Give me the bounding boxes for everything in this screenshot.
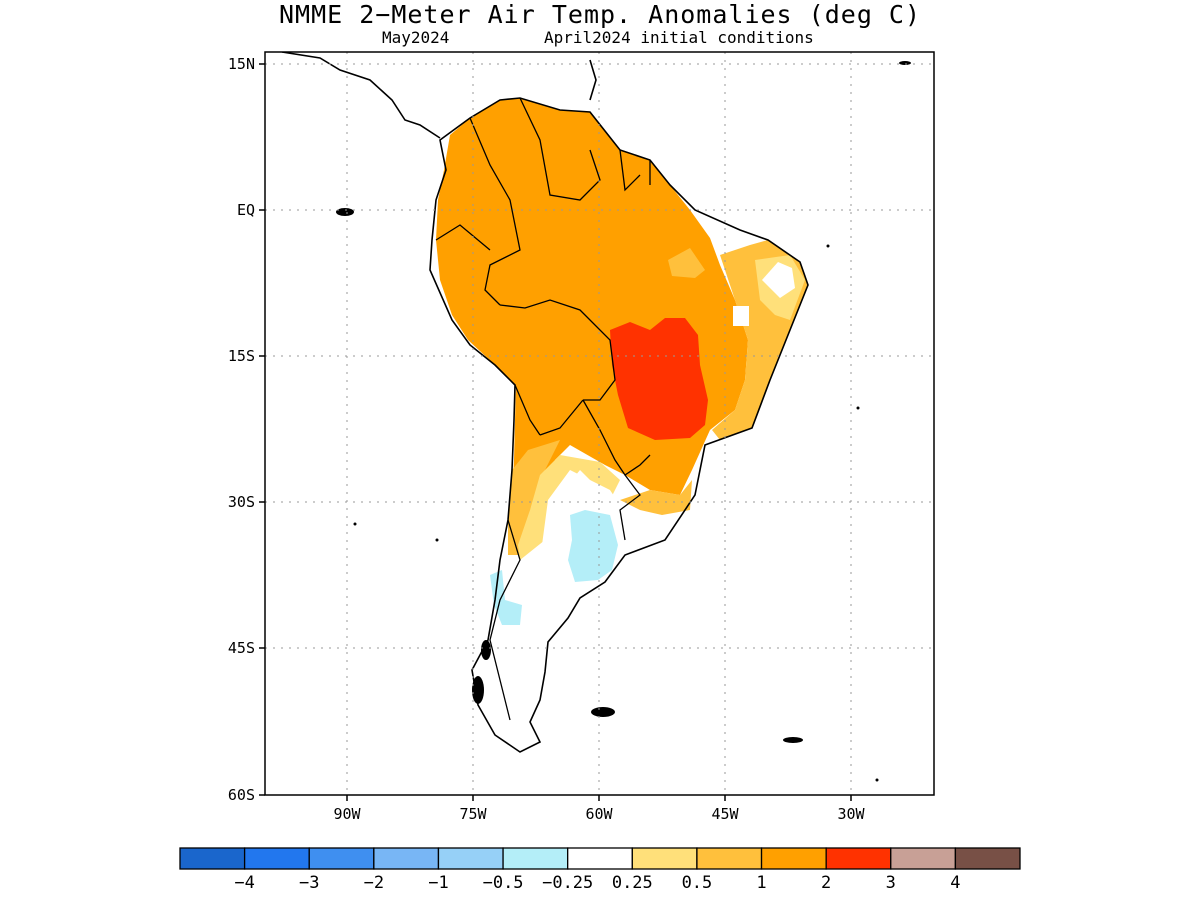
colorbar-swatch <box>825 847 892 870</box>
country-borders <box>435 97 651 721</box>
lat-label: 15S <box>228 347 255 365</box>
colorbar <box>179 847 1021 870</box>
neutral-pixel <box>733 306 749 326</box>
initial-conditions: April2024 initial conditions <box>544 28 814 47</box>
subtitle-row: May2024 April2024 initial conditions <box>0 28 1200 48</box>
lon-label: 90W <box>333 805 361 823</box>
anomaly-neg-chile <box>490 570 522 625</box>
coastlines <box>281 52 809 753</box>
colorbar-swatch <box>760 847 827 870</box>
longitude-labels: 90W 75W 60W 45W 30W <box>333 805 865 823</box>
lat-label: EQ <box>237 201 255 219</box>
anomaly-2-to-3 <box>610 318 708 440</box>
colorbar-swatch <box>243 847 310 870</box>
lat-label: 15N <box>228 55 255 73</box>
colorbar-swatch <box>373 847 440 870</box>
lat-label: 45S <box>228 639 255 657</box>
colorbar-label: −0.25 <box>542 873 593 893</box>
colorbar-swatch <box>567 847 633 870</box>
chart-title: NMME 2−Meter Air Temp. Anomalies (deg C) <box>278 0 922 29</box>
lat-label: 30S <box>228 493 255 511</box>
latitude-labels: 15N EQ 15S 30S 45S 60S <box>228 55 255 804</box>
axis-ticks <box>259 63 852 801</box>
colorbar-label: 0.25 <box>612 873 653 893</box>
anomaly-0.5-to-1-amazon <box>668 248 705 278</box>
colorbar-swatch <box>954 847 1021 870</box>
colorbar-label: −0.5 <box>483 873 524 893</box>
islands <box>336 61 911 782</box>
anomaly-0.5-to-1-southeast <box>620 480 692 515</box>
colorbar-swatch <box>308 847 375 870</box>
colorbar-label: −4 <box>234 873 254 893</box>
colorbar-swatch <box>437 847 504 870</box>
map-area <box>265 52 934 795</box>
colorbar-label: 3 <box>886 873 896 893</box>
colorbar-label: −2 <box>364 873 384 893</box>
colorbar-label: 1 <box>756 873 766 893</box>
colorbar-label: −1 <box>428 873 448 893</box>
colorbar-label: 4 <box>950 873 960 893</box>
colorbar-swatch <box>696 847 763 870</box>
colorbar-labels: −4 −3 −2 −1 −0.5 −0.25 0.25 0.5 1 2 3 4 <box>234 873 960 893</box>
lon-label: 30W <box>837 805 865 823</box>
neutral-northeast-brazil <box>762 262 795 298</box>
lon-label: 75W <box>459 805 487 823</box>
forecast-month: May2024 <box>382 28 450 47</box>
colorbar-label: −3 <box>299 873 319 893</box>
colorbar-label: 2 <box>821 873 831 893</box>
colorbar-swatch <box>631 847 698 870</box>
lon-label: 45W <box>711 805 739 823</box>
lon-label: 60W <box>585 805 613 823</box>
colorbar-swatch <box>502 847 569 870</box>
colorbar-swatch <box>890 847 957 870</box>
anomaly-neg-argentina <box>568 510 618 582</box>
colorbar-label: 0.5 <box>682 873 713 893</box>
lat-label: 60S <box>228 786 255 804</box>
colorbar-swatch <box>179 847 246 870</box>
